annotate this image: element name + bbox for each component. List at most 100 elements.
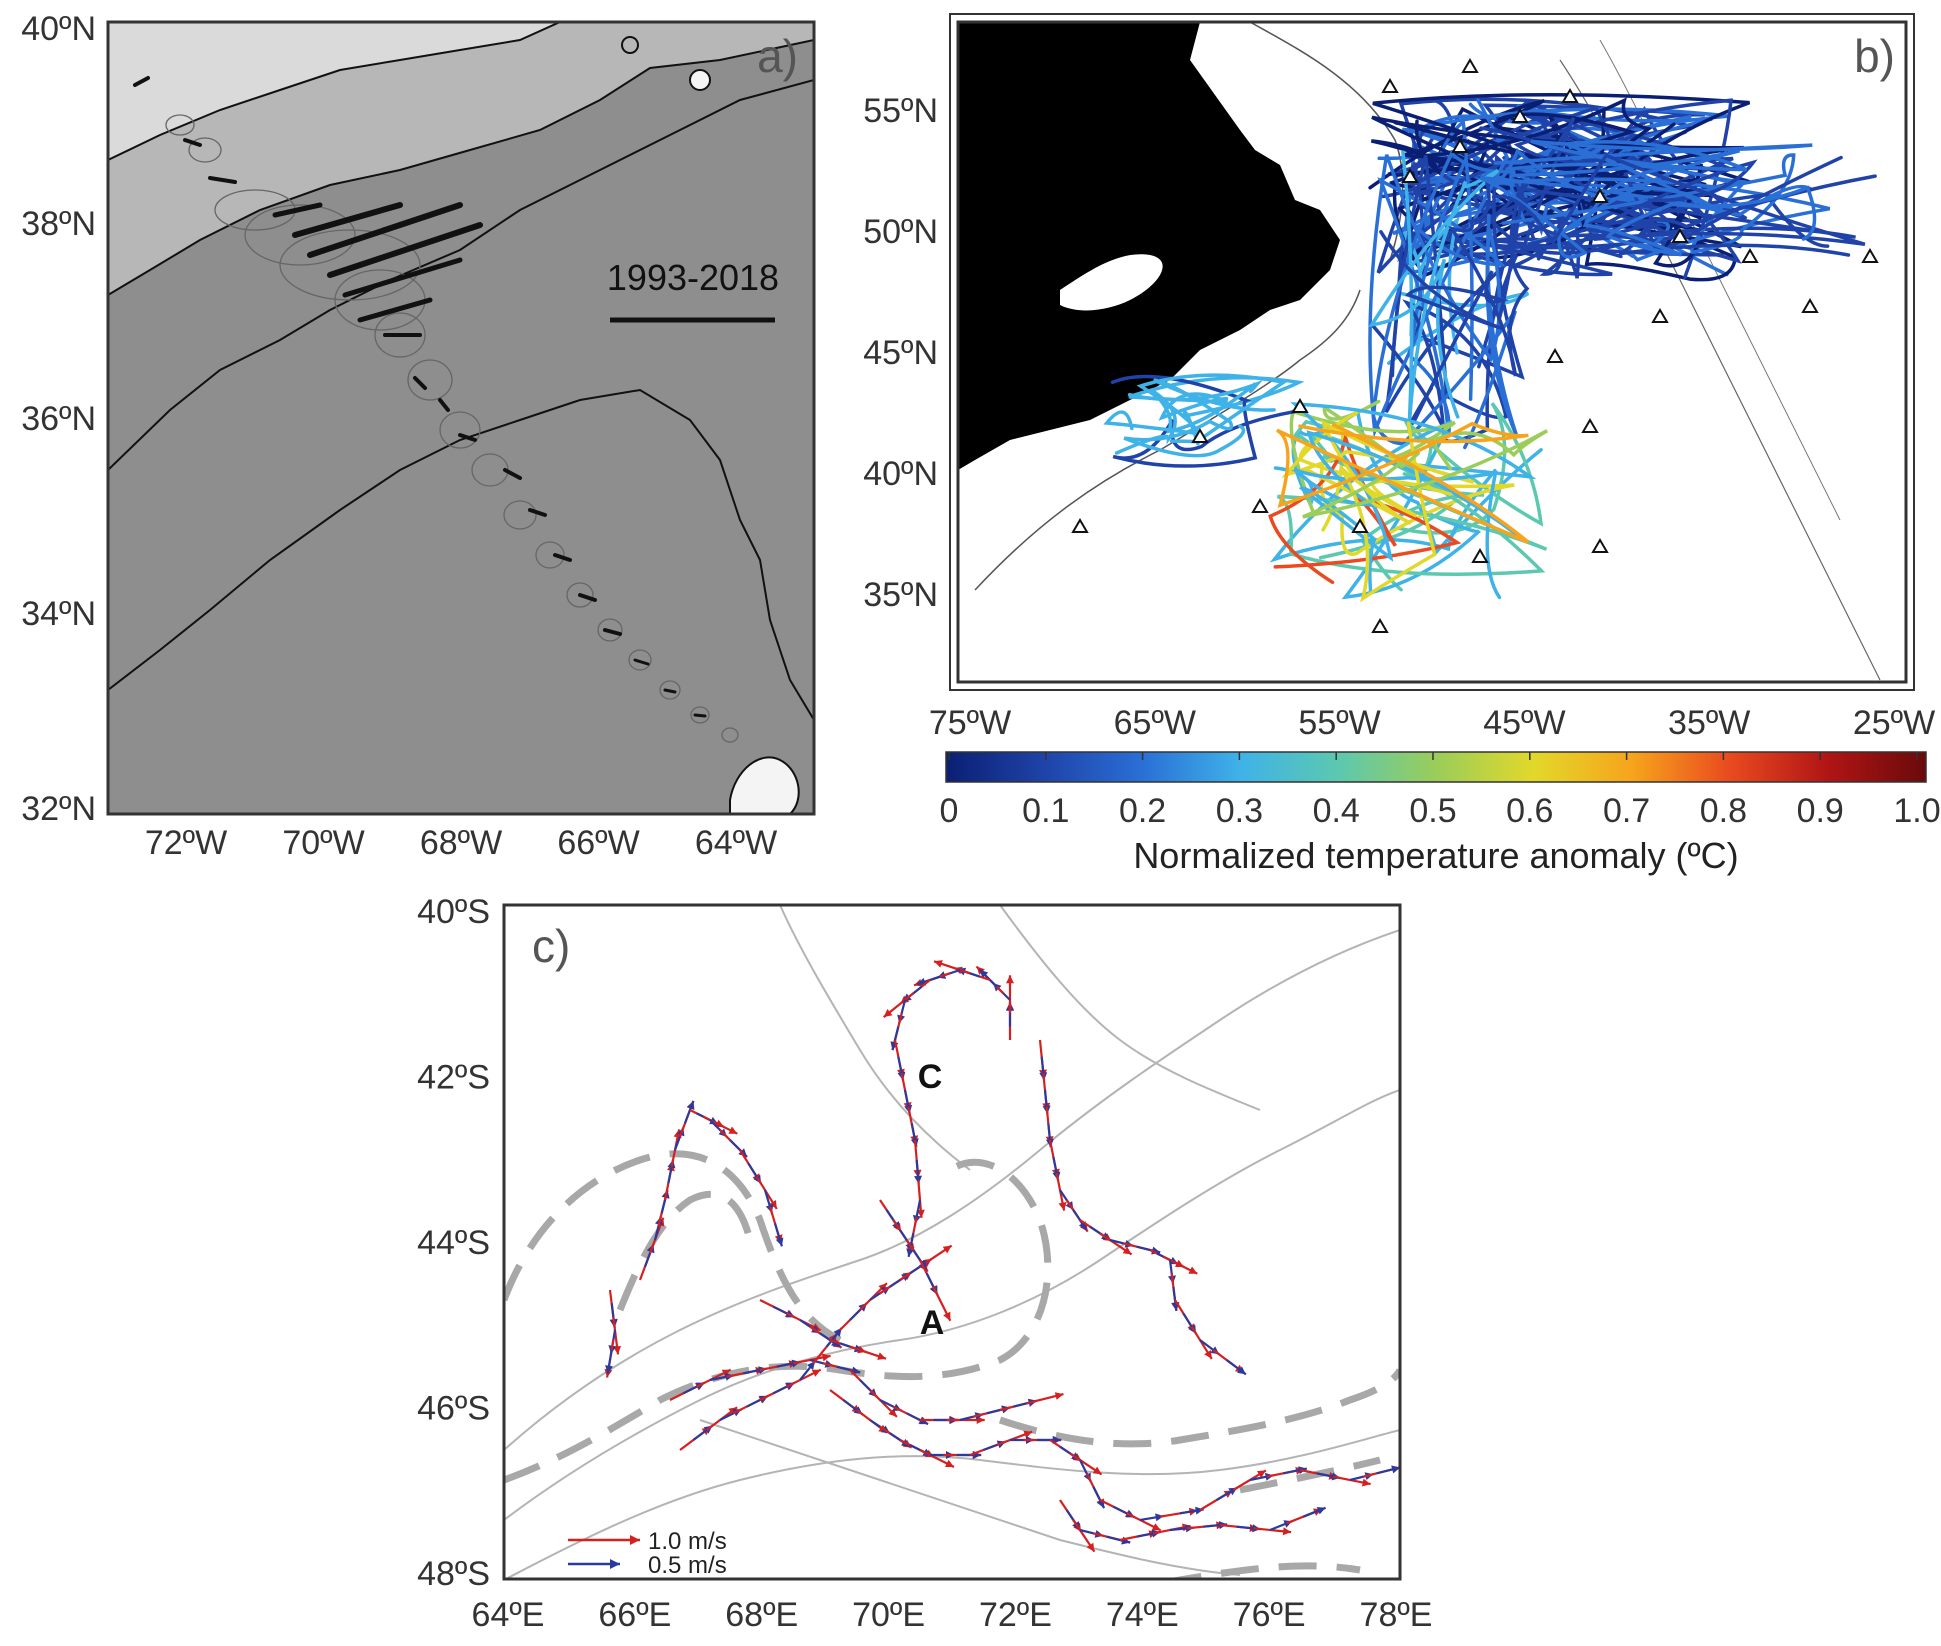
panel-a-small-seamount-2: [621, 36, 639, 54]
panel-a-contour-3: [108, 79, 814, 471]
panel-c-front-dashed: [504, 1150, 1400, 1579]
y-tick-label: 44ºS: [417, 1224, 490, 1262]
velocity-arrowhead: [1204, 1350, 1212, 1359]
x-tick-label: 64ºE: [472, 1596, 545, 1634]
velocity-arrowhead: [1006, 975, 1014, 984]
colorbar-title: Normalized temperature anomaly (ºC): [1133, 835, 1738, 876]
panel-a-small-seamount: [689, 69, 711, 91]
panel-b-float-tracks: [1103, 92, 1877, 603]
colorbar-tick-label: 0.7: [1603, 792, 1650, 830]
colorbar-ticks: 0 0.1 0.2 0.3 0.4 0.5 0.6 0.7 0.8 0.9 1.0: [940, 752, 1941, 830]
x-tick-label: 74ºE: [1106, 1596, 1179, 1634]
velocity-arrowhead: [833, 1327, 842, 1337]
panel-a-period-note: 1993-2018: [607, 257, 779, 298]
float-track: [1493, 139, 1813, 216]
float-track: [1275, 421, 1530, 544]
panel-a-coastal-region: [108, 22, 560, 160]
panel-a-seamount: [729, 756, 800, 814]
velocity-arrowhead: [775, 1237, 784, 1247]
float-track: [1123, 378, 1276, 458]
velocity-arrowhead: [888, 1408, 897, 1417]
x-tick-label: 70ºE: [852, 1596, 925, 1634]
panel-b-gulf-st-lawrence: [1060, 254, 1163, 311]
velocity-arrowhead: [883, 1009, 893, 1018]
panel-a-x-ticks: 72ºW 70ºW 68ºW 66ºW 64ºW: [145, 824, 777, 862]
x-tick-label: 64ºW: [695, 824, 777, 862]
panel-a-y-ticks: 40ºN 38ºN 36ºN 34ºN 32ºN: [21, 10, 96, 828]
float-track: [1582, 164, 1817, 257]
panel-a-label: a): [757, 30, 798, 82]
float-track: [1448, 180, 1530, 377]
float-track: [1292, 430, 1526, 600]
y-tick-label: 46ºS: [417, 1390, 490, 1428]
float-track: [1516, 186, 1856, 255]
velocity-arrowhead: [942, 1245, 952, 1254]
velocity-arrowhead: [1257, 1470, 1266, 1478]
marker-a: A: [920, 1304, 945, 1342]
panel-b-outer-frame: [949, 13, 1915, 691]
panel-b: b) 55ºN 50ºN 45ºN 40ºN 35ºN 75ºW 65ºW 55ºW 45ºW…: [863, 13, 1941, 876]
velocity-arrowhead: [1282, 1527, 1292, 1536]
x-tick-label: 66ºE: [598, 1596, 671, 1634]
marker-c: C: [918, 1058, 943, 1096]
velocity-arrowhead: [1237, 1366, 1246, 1375]
float-track: [1114, 379, 1264, 455]
panel-a-frame: [106, 20, 816, 816]
y-tick-label: 32ºN: [21, 790, 96, 828]
velocity-arrowhead: [822, 1353, 831, 1362]
y-tick-label: 40ºN: [863, 455, 938, 493]
velocity-arrowhead: [877, 1352, 886, 1360]
y-tick-label: 45ºN: [863, 334, 938, 372]
velocity-arrowhead: [811, 1369, 821, 1377]
float-track: [1491, 153, 1877, 247]
velocity-arrowhead: [1086, 1542, 1095, 1552]
x-tick-label: 75ºW: [929, 704, 1011, 742]
colorbar-tick-label: 0.2: [1119, 792, 1166, 830]
colorbar-tick-label: 0.3: [1216, 792, 1263, 830]
x-tick-label: 72ºW: [145, 824, 227, 862]
panel-a-contour-4: [108, 388, 814, 721]
panel-b-north-america: [958, 22, 1340, 470]
y-tick-label: 40ºN: [21, 10, 96, 48]
panel-b-frame: [956, 20, 1908, 684]
x-tick-label: 66ºW: [557, 824, 639, 862]
y-tick-label: 35ºN: [863, 576, 938, 614]
colorbar-tick-label: 0.9: [1797, 792, 1844, 830]
panel-c-bathymetry-contours: [504, 905, 1400, 1579]
x-tick-label: 35ºW: [1668, 704, 1750, 742]
panel-c-frame: [502, 903, 1402, 1581]
y-tick-label: 40ºS: [417, 893, 490, 931]
panel-c-label: c): [532, 920, 570, 972]
panel-c: C A c) 1.0 m/s 0.5 m/s 40ºS42ºS44ºS46ºS4…: [417, 893, 1432, 1634]
x-tick-label: 45ºW: [1483, 704, 1565, 742]
colorbar-tick-label: 0.8: [1700, 792, 1747, 830]
panel-b-y-ticks: 55ºN 50ºN 45ºN 40ºN 35ºN: [863, 92, 938, 614]
panel-a: 1993-2018 a) 40ºN 38ºN 36ºN 34ºN 32ºN 72ºW 70…: [21, 10, 816, 862]
velocity-arrowhead: [1122, 1246, 1132, 1255]
colorbar-tick-label: 0.1: [1022, 792, 1069, 830]
velocity-arrowhead: [1151, 1523, 1161, 1531]
x-tick-label: 65ºW: [1114, 704, 1196, 742]
velocity-arrowhead: [721, 1369, 731, 1377]
colorbar-tick-label: 0.6: [1506, 792, 1553, 830]
panel-a-trend-bars: [133, 76, 707, 718]
velocity-arrowhead: [728, 1407, 738, 1416]
y-tick-label: 55ºN: [863, 92, 938, 130]
y-tick-label: 34ºN: [21, 595, 96, 633]
panel-b-colorbar: 0 0.1 0.2 0.3 0.4 0.5 0.6 0.7 0.8 0.9 1.0 Normaliz…: [940, 751, 1941, 876]
velocity-arrowhead: [1054, 1392, 1064, 1400]
y-tick-label: 50ºN: [863, 213, 938, 251]
legend-red-arrowhead: [630, 1535, 640, 1545]
panel-b-x-ticks: 75ºW 65ºW 55ºW 45ºW 35ºW 25ºW: [929, 704, 1935, 742]
velocity-arrowhead: [728, 1126, 738, 1134]
panel-c-y-ticks: 40ºS 42ºS 44ºS 46ºS 48ºS: [417, 893, 490, 1593]
velocity-arrowhead: [979, 969, 989, 979]
velocity-arrowhead: [943, 1311, 951, 1321]
velocity-arrowhead: [1391, 1465, 1400, 1474]
velocity-arrowhead: [806, 1361, 815, 1370]
colorbar-tick-label: 1.0: [1893, 792, 1940, 830]
velocity-arrowhead: [916, 1209, 925, 1218]
velocity-arrowhead: [914, 1175, 922, 1184]
velocity-arrowhead: [934, 960, 943, 968]
float-track: [1128, 376, 1305, 446]
